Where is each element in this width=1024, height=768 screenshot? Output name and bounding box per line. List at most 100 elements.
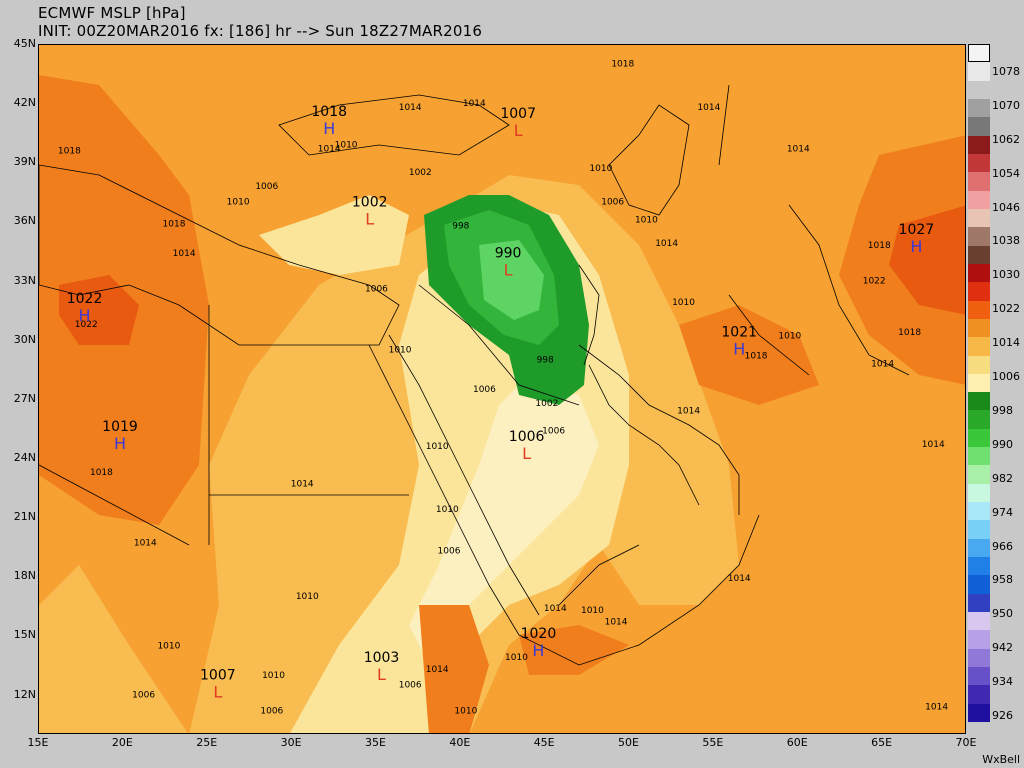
lat-label: 33N (13, 273, 36, 287)
isobar-label: 1014 (925, 702, 948, 712)
lon-label: 15E (27, 736, 49, 749)
isobar-label: 1010 (262, 671, 285, 681)
low-pressure-marker: L (522, 444, 531, 463)
isobar-label: 1010 (426, 442, 449, 452)
center-value: 1002 (352, 194, 388, 210)
colorbar-swatch (968, 337, 990, 356)
colorbar-swatch (968, 703, 990, 723)
colorbar-swatch (968, 282, 990, 302)
lon-label: 65E (871, 736, 893, 749)
isobar-label: 1014 (318, 144, 341, 154)
isobar-label: 998 (452, 221, 469, 231)
colorbar-swatch (968, 428, 990, 448)
isobar-label: 1018 (868, 241, 891, 251)
center-value: 1003 (364, 650, 400, 666)
isobar-label: 1022 (863, 277, 886, 287)
colorbar-swatch (968, 612, 990, 631)
isobar-label: 1002 (535, 399, 558, 409)
colorbar-label: 998 (992, 403, 1013, 417)
colorbar-swatch (968, 465, 990, 485)
colorbar-swatch (968, 575, 990, 595)
isobar-label: 1014 (871, 359, 894, 369)
isobar-label: 1006 (542, 426, 565, 436)
colorbar-label: 1046 (992, 200, 1020, 214)
center-value: 1018 (311, 104, 347, 120)
lon-label: 45E (533, 736, 555, 749)
high-pressure-marker: H (114, 434, 126, 453)
colorbar-swatch (968, 80, 990, 100)
map-panel: 1022 1018 1018 1014 1018 1010 1006 1014 1010 1014… (38, 44, 966, 734)
colorbar-label: 966 (992, 539, 1013, 553)
isobar-label: 1014 (291, 480, 314, 490)
field-1022-libya (59, 275, 139, 345)
colorbar-swatch (968, 318, 990, 338)
colorbar-swatch (968, 410, 990, 430)
lon-label: 70E (955, 736, 977, 749)
gulf-coast-north (578, 344, 740, 515)
isobar-label: 1018 (163, 219, 186, 229)
isobar-label: 1018 (90, 468, 113, 478)
colorbar-swatch (968, 62, 990, 82)
lon-label: 55E (702, 736, 724, 749)
arabia-south-coast (518, 514, 760, 666)
lon-label: 25E (196, 736, 218, 749)
lat-label: 24N (13, 451, 36, 464)
high-pressure-marker: H (733, 340, 745, 359)
lat-label: 30N (13, 332, 36, 346)
colorbar-swatch (968, 502, 990, 521)
colorbar-label: 926 (992, 709, 1013, 723)
isobar-label: 1010 (296, 592, 319, 602)
colorbar-label: 974 (992, 505, 1013, 519)
isobar-label: 998 (537, 355, 554, 365)
colorbar-swatch (968, 667, 990, 686)
isobar-label: 1006 (438, 547, 461, 557)
isobar-label: 1014 (426, 665, 449, 675)
isobar-label: 1006 (255, 182, 278, 192)
colorbar-label: 1062 (992, 132, 1020, 146)
isobar-label: 1006 (601, 198, 624, 208)
saudi-yemen-border (558, 544, 640, 606)
isobar-label: 1018 (745, 351, 768, 361)
isobar-label: 1014 (677, 407, 700, 417)
colorbar-label: 1054 (992, 166, 1020, 180)
caspian-coast (608, 104, 690, 216)
isobar-label: 1006 (399, 681, 422, 691)
isobar-label: 1014 (544, 604, 567, 614)
colorbar-swatch (968, 557, 990, 576)
isobar-label: 1014 (655, 239, 678, 249)
colorbar-label: 1014 (992, 336, 1020, 350)
lat-label: 12N (13, 687, 36, 701)
red-sea-east-coast (388, 334, 540, 616)
iraq-iran-border (578, 264, 600, 366)
low-pressure-marker: L (514, 121, 523, 140)
colorbar-swatch (968, 538, 990, 558)
colorbar-swatch (968, 630, 990, 650)
isobar-label: 1014 (605, 618, 628, 628)
colorbar-swatch (968, 447, 990, 466)
lat-label: 42N (13, 96, 36, 110)
iran-pak-border (728, 294, 810, 376)
lon-label: 35E (364, 736, 386, 749)
isobar-label: 1014 (787, 144, 810, 154)
low-pressure-marker: L (365, 209, 374, 228)
field-1014-ethiopia (419, 605, 489, 733)
isobar-label: 1010 (581, 606, 604, 616)
colorbar-label: 1078 (992, 64, 1020, 78)
isobar-label: 1010 (335, 141, 358, 151)
field-1010-1014-west (39, 565, 188, 733)
center-value: 1006 (509, 429, 545, 445)
isobar-label: 1010 (436, 505, 459, 515)
center-value: 1019 (102, 419, 138, 435)
iraq-saudi-border (418, 284, 580, 406)
colorbar-swatch (968, 355, 990, 375)
field-990-994 (479, 240, 544, 320)
colorbar-label: 1022 (992, 302, 1020, 316)
lon-label: 50E (618, 736, 639, 749)
high-pressure-marker: H (79, 306, 91, 325)
isobar-label: 1014 (697, 103, 720, 113)
isobar-label: 1006 (365, 284, 388, 294)
isobar-label: 1022 (75, 320, 98, 330)
lon-label: 20E (111, 736, 133, 749)
central-asia-border (718, 84, 730, 166)
isobar-label: 1018 (58, 146, 81, 156)
